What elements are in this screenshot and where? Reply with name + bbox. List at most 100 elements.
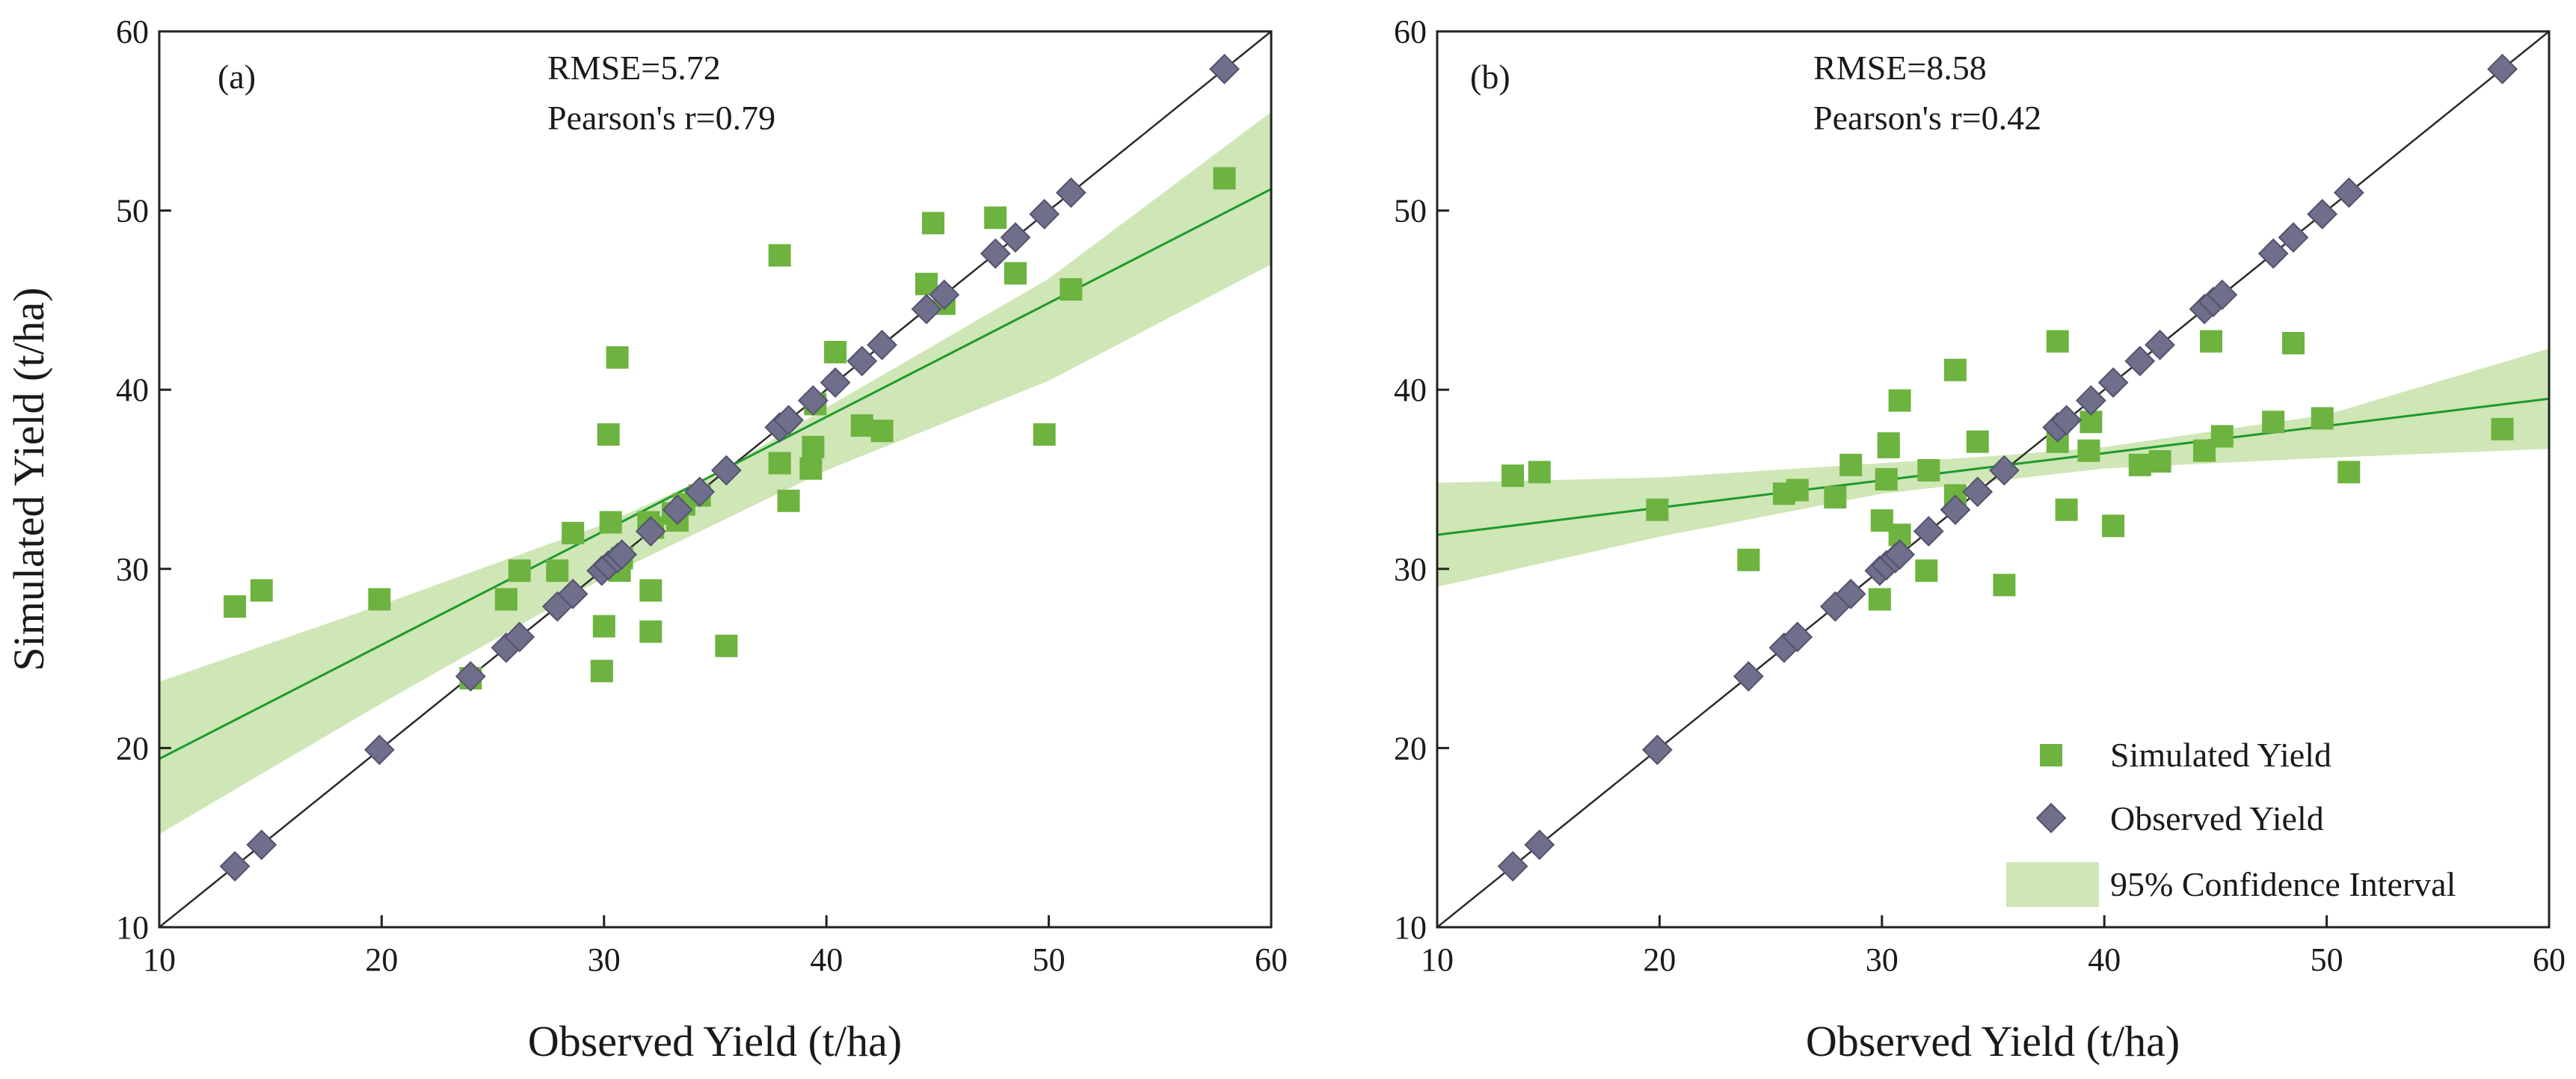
observed-point [635,516,666,547]
x-axis-title-a: Observed Yield (t/ha) [528,1017,902,1066]
identity-line-a [159,31,1271,927]
observed-point [2097,367,2129,399]
simulated-point [1917,459,1940,482]
x-tick-label: 10 [143,941,176,978]
observed-point [1782,621,1813,653]
simulated-point [1501,464,1525,488]
observed-point [2307,198,2338,230]
observed-point [2075,385,2106,416]
simulated-point [1839,453,1863,476]
simulated-point [1786,479,1809,502]
simulated-point [1060,278,1083,301]
simulated-point [1033,423,1056,446]
observed-point [1835,578,1866,609]
confidence-band-a [159,111,1271,834]
x-tick-label: 60 [1255,941,1288,978]
observed-point [2487,53,2518,84]
legend-label-ci: 95% Confidence Interval [2110,865,2456,903]
x-axis-title-b: Observed Yield (t/ha) [1806,1017,2180,1066]
observed-point [2051,405,2082,436]
simulated-point [2102,514,2125,538]
observed-point [1642,734,1673,766]
simulated-point [1737,548,1760,571]
simulated-point [599,511,622,534]
observed-point [2124,345,2156,377]
simulated-point [1528,461,1551,484]
observed-point [867,329,897,360]
observed-point [820,367,851,399]
legend: Simulated Yield Observed Yield 95% Confi… [2006,736,2456,907]
x-tick-label: 50 [2311,941,2343,978]
observed-point [1055,177,1086,209]
y-tick-label: 20 [1394,730,1427,766]
observed-point [684,476,716,508]
x-tick-label: 20 [1643,941,1676,978]
simulated-point [590,660,613,683]
y-tick-label: 30 [116,551,149,588]
ticks-a: 10 20 30 40 50 60 10 20 30 40 50 60 [116,13,1288,978]
observed-point [219,851,250,882]
simulated-point [922,212,944,235]
simulated-point [2210,425,2234,448]
simulated-point [494,588,517,611]
simulated-point [1943,358,1967,381]
simulated-point [870,419,894,443]
observed-point [911,293,942,325]
observed-point [2278,222,2309,253]
x-tick-label: 40 [2088,941,2121,978]
simulated-point [2311,407,2334,430]
simulated-point [2077,439,2100,462]
rmse-annotation-b: RMSE=8.58 [1813,49,1987,87]
simulated-point [1824,486,1847,508]
observed-point [606,539,638,571]
simulated-point [592,615,615,638]
observed-point [662,494,693,526]
simulated-point [639,620,663,643]
pearson-annotation-a: Pearson's r=0.79 [547,99,775,137]
simulated-point [777,489,800,512]
x-tick-label: 20 [365,941,398,978]
simulated-point [224,595,247,618]
simulated-point [824,340,847,363]
simulated-point [1646,498,1669,521]
plot-area-b [1437,31,2549,927]
simulated-point [2200,330,2222,353]
x-tick-label: 30 [1866,941,1899,978]
panel-label-b: (b) [1470,58,1510,96]
simulated-point [799,457,823,480]
y-tick-label: 60 [116,13,149,50]
simulated-point [1868,588,1891,611]
identity-line-b [1437,31,2549,927]
x-tick-label: 10 [1421,941,1454,978]
simulated-point [802,435,825,458]
simulated-point [2262,411,2285,434]
legend-swatch-simulated [2040,744,2062,766]
x-tick-label: 60 [2533,941,2566,978]
simulated-point [2282,331,2305,354]
simulated-point [715,634,738,657]
simulated-point [597,423,620,446]
ticks-b: 10 20 30 40 50 60 10 20 30 40 50 60 [1394,13,2566,978]
y-tick-label: 30 [1394,551,1427,588]
simulated-point [1875,468,1898,491]
simulated-point [984,206,1007,230]
observed-point [1913,516,1944,547]
observed-point [1497,851,1528,882]
simulated-point [1004,262,1027,285]
observed-point [2257,238,2289,269]
observed-point [1962,476,1994,508]
simulated-point [639,579,663,602]
legend-swatch-ci [2006,862,2099,907]
simulated-point [2128,453,2151,476]
observed-point [455,661,486,692]
simulated-point [1993,574,2016,597]
legend-swatch-observed [2035,802,2067,834]
observed-point [929,279,960,310]
observed-point [773,405,805,436]
simulated-point [562,521,585,544]
panel-label-a: (a) [218,58,256,96]
simulated-point [606,346,629,369]
y-tick-label: 50 [1394,193,1427,230]
x-tick-label: 40 [810,941,843,978]
